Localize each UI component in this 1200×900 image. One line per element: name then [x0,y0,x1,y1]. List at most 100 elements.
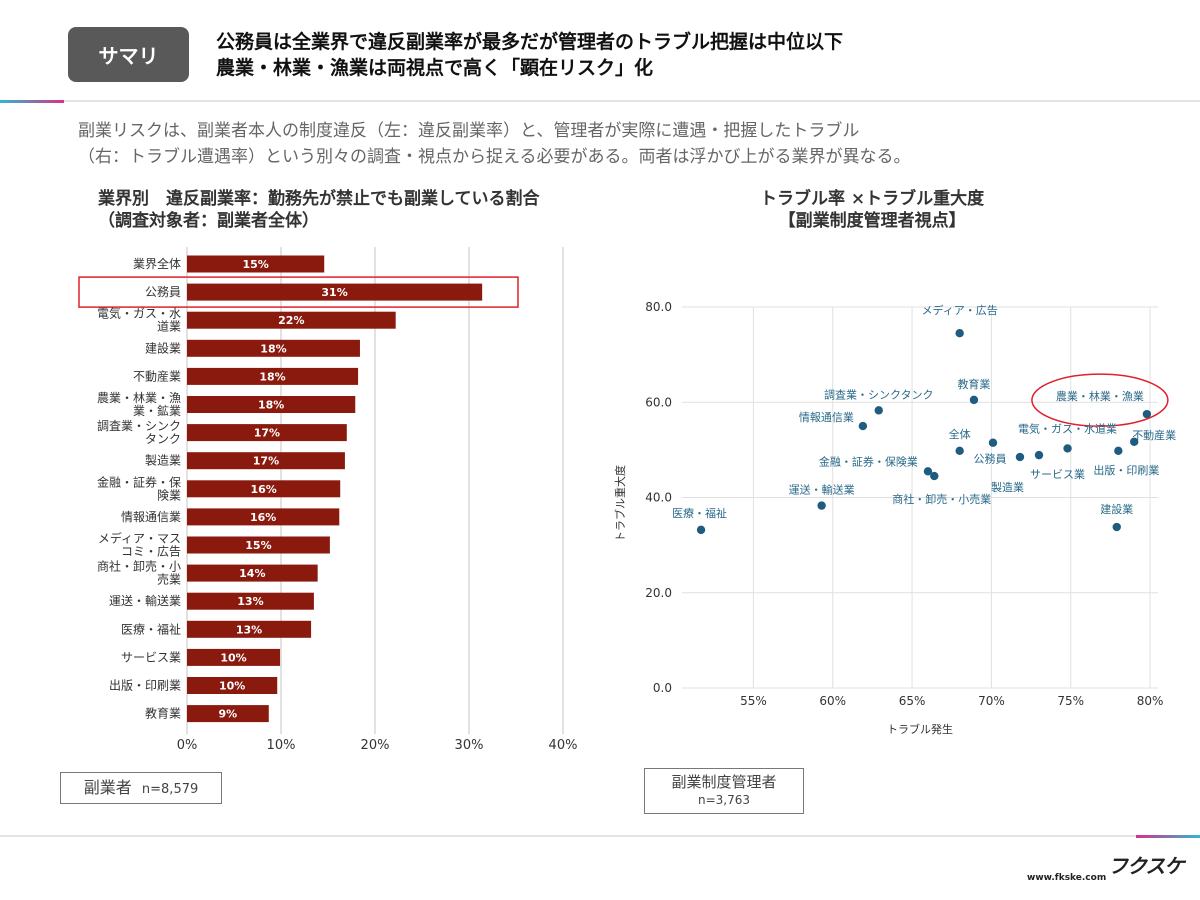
right-chart-title-line-2: 【副業制度管理者視点】 [778,211,966,231]
scatter-x-tick-label: 80% [1137,694,1164,708]
top-divider [0,100,1200,102]
scatter-point [1015,452,1025,462]
bar [187,508,340,526]
right-chart-title-line-1: トラブル率 ×トラブル重大度 [760,189,985,209]
headline-line-2: 農業・林業・漁業は両視点で高く「顕在リスク」化 [216,57,654,79]
scatter-point [817,501,826,510]
scatter-y-tick-label: 60.0 [645,395,672,409]
bar [187,592,314,610]
right-sample-box: 副業制度管理者 n=3,763 [644,768,804,814]
scatter-point-label: メディア・広告 [922,303,998,317]
right-chart-title: トラブル率 ×トラブル重大度 【副業制度管理者視点】 [760,188,984,232]
trouble-scatter-chart: 55% 60% 65% 70% 75% 80% 0.0 20.0 40.0 60.0 80.0 トラブ… [613,300,1176,736]
scatter-point-label: 出版・印刷業 [1093,463,1159,477]
bar-x-tick-label: 40% [549,738,578,753]
scatter-y-tick-label: 40.0 [645,491,672,505]
right-sample-n: n=3,763 [697,793,750,807]
bar-highlight-box [78,276,519,308]
scatter-point-label: サービス業 [1030,468,1085,481]
bar-category-label: 公務員 [145,285,181,299]
bar-category-label: 建設業 [145,340,181,355]
scatter-point-label: 医療・福祉 [672,506,727,520]
scatter-point-label: 建設業 [1100,502,1133,516]
scatter-point-label: 金融・証券・保険業 [819,454,918,468]
bar-x-tick-label: 0% [177,738,198,753]
bar-data-label: 15% [242,258,268,271]
left-chart-title-line-1: 業界別 違反副業率：勤務先が禁止でも副業している割合 [98,189,540,209]
bar [187,339,360,357]
bar-data-label: 17% [254,427,280,440]
bar-category-label: 不動産業 [133,368,181,383]
bar-data-label: 9% [219,708,238,721]
scatter-y-tick-label: 20.0 [645,586,672,600]
bar-category-label: 道業 [157,320,181,334]
bar [187,255,325,273]
bar-x-tick-label: 30% [455,738,484,753]
page-headline: 公務員は全業界で違反副業率が最多だが管理者のトラブル把握は中位以下 農業・林業・… [216,29,843,81]
bar [187,283,483,301]
scatter-point [1034,450,1044,460]
bar-category-label: 教育業 [145,706,181,721]
scatter-point-label: 教育業 [957,377,990,391]
scatter-point [955,446,964,456]
scatter-x-tick-label: 55% [740,694,767,708]
headline-line-1: 公務員は全業界で違反副業率が最多だが管理者のトラブル把握は中位以下 [216,31,844,53]
bar-category-label: 運送・輸送業 [109,593,181,608]
scatter-point [969,395,979,405]
scatter-point [1112,522,1121,532]
scatter-x-tick-label: 60% [819,694,846,708]
scatter-point [696,525,706,535]
bar-data-label: 14% [239,567,265,580]
top-divider-accent [0,100,64,103]
bar-data-label: 31% [321,286,347,299]
bar [187,452,345,470]
bar [187,705,269,723]
bar-data-label: 18% [259,370,285,383]
bar-x-tick-label: 10% [267,738,296,753]
bar-category-label: 医療・福祉 [121,621,181,636]
bar [187,311,396,329]
bar [187,564,318,582]
scatter-point [874,406,883,415]
bar-data-label: 10% [219,680,245,693]
scatter-point-label: 公務員 [973,452,1006,466]
bar-category-label: 金融・証券・保 [97,474,181,489]
scatter-point-label: 調査業・シンクタンク [824,387,934,401]
scatter-y-axis-label: トラブル重大度 [613,465,627,542]
scatter-point-label: 全体 [949,427,971,441]
bar-category-label: 農業・林業・漁 [97,391,181,405]
bar-data-label: 13% [237,595,263,608]
scatter-point [1130,437,1139,446]
bar-category-label: 険業 [157,488,181,502]
scatter-point [955,328,964,338]
bar [187,620,312,638]
bar-category-label: タンク [145,432,181,446]
bar-data-label: 18% [260,342,286,355]
bar [187,424,347,442]
bar-data-label: 10% [220,651,246,664]
scatter-point-label: 電気・ガス・水道業 [1018,421,1117,435]
intro-line-2: （右：トラブル遭遇率）という別々の調査・視点から捉える必要がある。両者は浮かび上… [78,147,911,167]
scatter-point [923,467,933,476]
right-sample-label: 副業制度管理者 [671,773,777,791]
scatter-x-tick-label: 70% [978,694,1005,708]
scatter-point-label: 情報通信業 [799,411,854,424]
scatter-highlight-ellipse [1031,373,1169,427]
scatter-point [988,438,998,447]
bar-data-label: 15% [245,539,271,552]
bar [187,367,359,385]
scatter-x-tick-label: 75% [1057,694,1084,708]
scatter-y-tick-label: 0.0 [653,681,672,695]
scatter-point [930,471,939,481]
bar-category-label: 売業 [157,572,181,587]
left-chart-title-line-2: （調査対象者：副業者全体） [98,211,319,231]
bar [187,677,278,694]
bar-category-label: 情報通信業 [121,510,181,524]
bar-data-label: 17% [253,455,279,468]
bar-category-label: 業界全体 [133,256,181,271]
left-chart-title: 業界別 違反副業率：勤務先が禁止でも副業している割合 （調査対象者：副業者全体） [98,188,540,232]
left-sample-label: 副業者 [83,778,132,797]
scatter-point-label: 農業・林業・漁業 [1056,389,1144,403]
bar-category-label: 業・鉱業 [133,403,181,418]
bar-data-label: 13% [236,623,262,636]
